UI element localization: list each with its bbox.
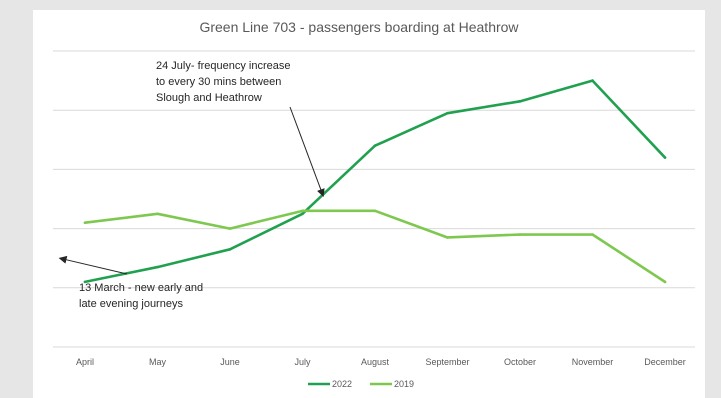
series-lines [83,79,667,284]
data-point-2019 [663,280,667,284]
annotation-arrow [289,106,325,197]
annotation-arrow [58,255,128,275]
chart-title: Green Line 703 - passengers boarding at … [199,19,519,35]
data-point-2022 [156,265,159,269]
series-line-2022 [83,79,667,284]
line-chart: Green Line 703 - passengers boarding at … [53,19,695,389]
data-point-2019 [228,227,232,230]
data-point-2022 [446,111,449,115]
x-tick-label: August [361,357,390,367]
annotation-line: 24 July- frequency increase [156,60,291,72]
annotations: 24 July- frequency increase to every 30 m… [58,60,325,310]
x-tick-label: September [425,357,469,367]
annotation-line: to every 30 mins between [156,76,281,88]
annotation-text: 13 March - new early and late evening jou… [79,282,203,310]
data-point-2019 [301,209,304,213]
x-tick-label: December [644,357,686,367]
x-tick-label: November [572,357,614,367]
data-point-2019 [591,233,594,236]
data-point-2022 [663,156,667,159]
data-point-2022 [301,212,304,216]
data-point-2022 [83,280,87,284]
data-point-2022 [591,79,594,82]
legend-label: 2022 [332,379,352,389]
annotation-line: late evening journeys [79,298,183,310]
series-line-2019 [83,209,667,284]
data-point-2019 [518,233,522,236]
chart-frame: Green Line 703 - passengers boarding at … [33,10,705,398]
data-point-2022 [373,144,377,148]
legend-label: 2019 [394,379,414,389]
x-tick-label: July [294,357,311,367]
data-point-2022 [518,100,522,103]
legend: 2022 2019 [308,379,414,389]
data-point-2019 [83,221,87,224]
data-point-2019 [156,212,159,216]
x-axis-tick-labels: April May June July August September October No… [76,357,686,367]
data-point-2022 [228,248,232,251]
data-point-2019 [373,209,377,213]
annotation-line: Slough and Heathrow [156,92,262,104]
x-tick-label: May [149,357,167,367]
gridlines [53,50,695,348]
annotation-text: 24 July- frequency increase to every 30 m… [156,60,291,104]
x-tick-label: April [76,357,94,367]
annotation-line: 13 March - new early and [79,282,203,294]
data-point-2019 [446,236,449,239]
x-tick-label: October [504,357,536,367]
x-tick-label: June [220,357,240,367]
